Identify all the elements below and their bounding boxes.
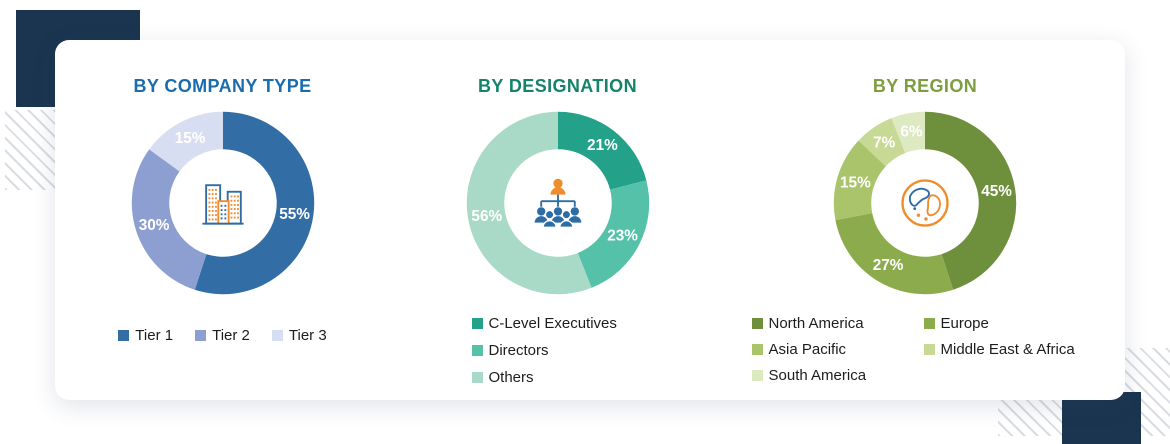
legend-item: South America [751, 367, 924, 384]
slice-value-label: 6% [900, 123, 923, 140]
donut-chart: 21% 23% 56% [466, 111, 649, 295]
slice-value-label: 27% [873, 257, 904, 274]
pie-slice-c-level-executives [557, 111, 646, 190]
slice-value-label: 23% [607, 227, 638, 244]
slice-value-label: 7% [873, 135, 896, 152]
legend-swatch [118, 330, 130, 341]
legend-label: C-Level Executives [488, 315, 617, 332]
slice-value-label: 55% [279, 206, 310, 223]
legend-item: Europe [923, 315, 1099, 332]
pie-slice-europe [835, 213, 954, 295]
legend-item: Others [471, 369, 644, 386]
chart-title-region: BY REGION [872, 76, 978, 96]
pie-slice-others [466, 111, 592, 295]
pie-slice-middle-east-africa [858, 118, 906, 167]
diagonal-stripes-top-left [5, 110, 59, 190]
legend-item: Tier 1 [118, 327, 173, 344]
corner-block-bottom-right [1062, 392, 1141, 444]
chart-title-designation: BY DESIGNATION [478, 76, 637, 96]
legend-item: North America [751, 315, 924, 332]
buildings-icon [193, 173, 253, 233]
pie-slice-tier-3 [148, 111, 223, 172]
slice-value-label: 15% [840, 174, 871, 191]
charts-card: BY COMPANY TYPE 55% 30% 15% [55, 40, 1125, 400]
legend-designation: C-Level Executives Directors Others [471, 315, 644, 386]
legend-swatch [923, 344, 935, 355]
pie-slice-north-america [925, 111, 1017, 290]
pie-slice-directors [577, 180, 649, 288]
pie-slice-south-america [891, 111, 925, 154]
legend-label: Middle East & Africa [940, 341, 1075, 358]
legend-swatch [751, 318, 763, 329]
donut-company-type: 55% 30% 15% [127, 107, 319, 299]
legend-item: Middle East & Africa [923, 341, 1099, 358]
slice-value-label: 56% [471, 208, 502, 225]
legend-swatch [471, 318, 483, 329]
slice-value-label: 45% [981, 183, 1012, 200]
legend-item: C-Level Executives [471, 315, 644, 332]
chart-section-region: BY REGION 45% 27% 15% 7% 6% North America Asi… [725, 76, 1125, 400]
pie-slice-asia-pacific [833, 140, 886, 221]
legend-label: Others [488, 369, 534, 386]
legend-item: Directors [471, 342, 644, 359]
legend-label: Europe [940, 315, 989, 332]
chart-section-designation: BY DESIGNATION 21% 23% 56% [390, 76, 725, 400]
slice-value-label: 15% [174, 130, 205, 147]
pie-slice-tier-2 [131, 149, 206, 290]
slice-value-label: 21% [587, 137, 618, 154]
legend-label: Directors [488, 342, 549, 359]
org-chart-icon [528, 175, 588, 231]
legend-swatch [751, 370, 763, 381]
legend-label: Tier 1 [135, 327, 174, 344]
legend-label: Asia Pacific [768, 341, 847, 358]
chart-section-company-type: BY COMPANY TYPE 55% 30% 15% [55, 76, 390, 400]
legend-swatch [471, 372, 483, 383]
donut-chart: 45% 27% 15% 7%6% [833, 111, 1017, 295]
legend-swatch [751, 344, 763, 355]
legend-swatch [471, 345, 483, 356]
chart-title-company-type: BY COMPANY TYPE [133, 76, 312, 96]
legend-swatch [271, 330, 283, 341]
legend-item: Tier 3 [271, 327, 327, 344]
legend-company-type: Tier 1 Tier 2 Tier 3 [118, 327, 327, 344]
legend-label: South America [768, 367, 867, 384]
legend-swatch [923, 318, 935, 329]
donut-chart: 55% 30% 15% [131, 111, 314, 295]
legend-region: North America Asia Pacific South America Eu… [751, 315, 1099, 384]
pie-slice-tier-1 [194, 111, 314, 295]
donut-designation: 21% 23% 56% [462, 107, 654, 299]
legend-item: Tier 2 [195, 327, 250, 344]
donut-region: 45% 27% 15% 7% 6% [829, 107, 1021, 299]
legend-swatch [195, 330, 207, 341]
legend-label: North America [768, 315, 864, 332]
legend-label: Tier 2 [212, 327, 250, 344]
globe-icon [895, 173, 955, 233]
legend-label: Tier 3 [288, 327, 327, 344]
slice-value-label: 30% [138, 217, 169, 234]
legend-item: Asia Pacific [751, 341, 924, 358]
